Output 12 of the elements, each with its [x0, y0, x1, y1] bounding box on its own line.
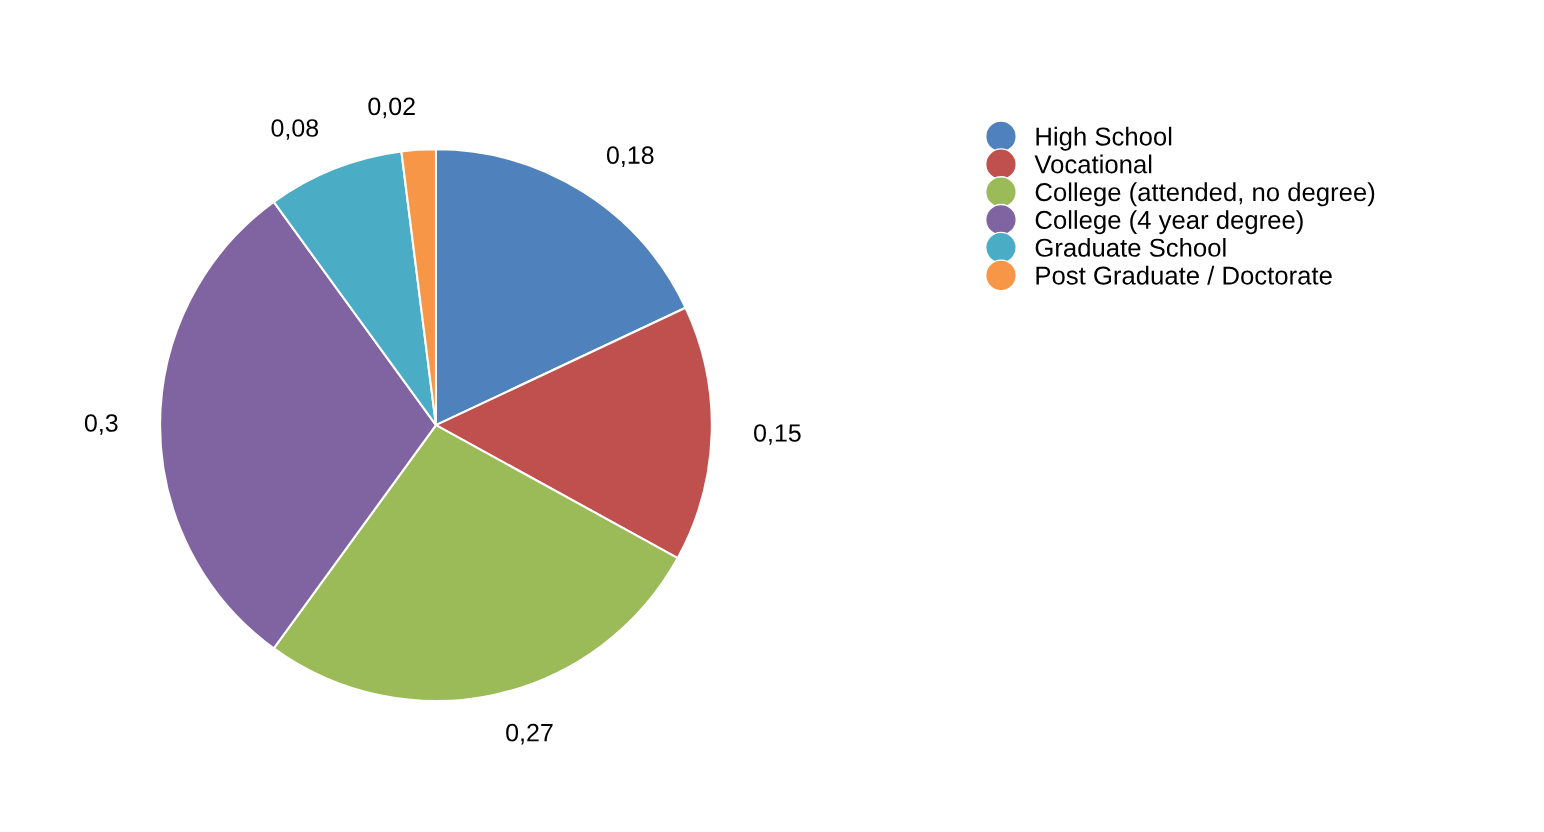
legend-label: College (4 year degree)	[1035, 210, 1303, 235]
data-label: 0,08	[271, 119, 319, 140]
data-label: 0,18	[606, 146, 654, 167]
data-label: 0,02	[368, 97, 415, 119]
legend-label: High School	[1036, 126, 1172, 151]
data-label: 0,3	[84, 414, 118, 435]
data-label: 0,15	[754, 424, 801, 445]
legend-label: Graduate School	[1035, 237, 1226, 257]
legend-label: College (attended, no degree)	[1035, 182, 1375, 207]
legend-label: Post Graduate / Doctorate	[1036, 265, 1332, 285]
legend-label: Vocational	[1034, 154, 1152, 174]
data-label: 0,27	[506, 723, 553, 745]
